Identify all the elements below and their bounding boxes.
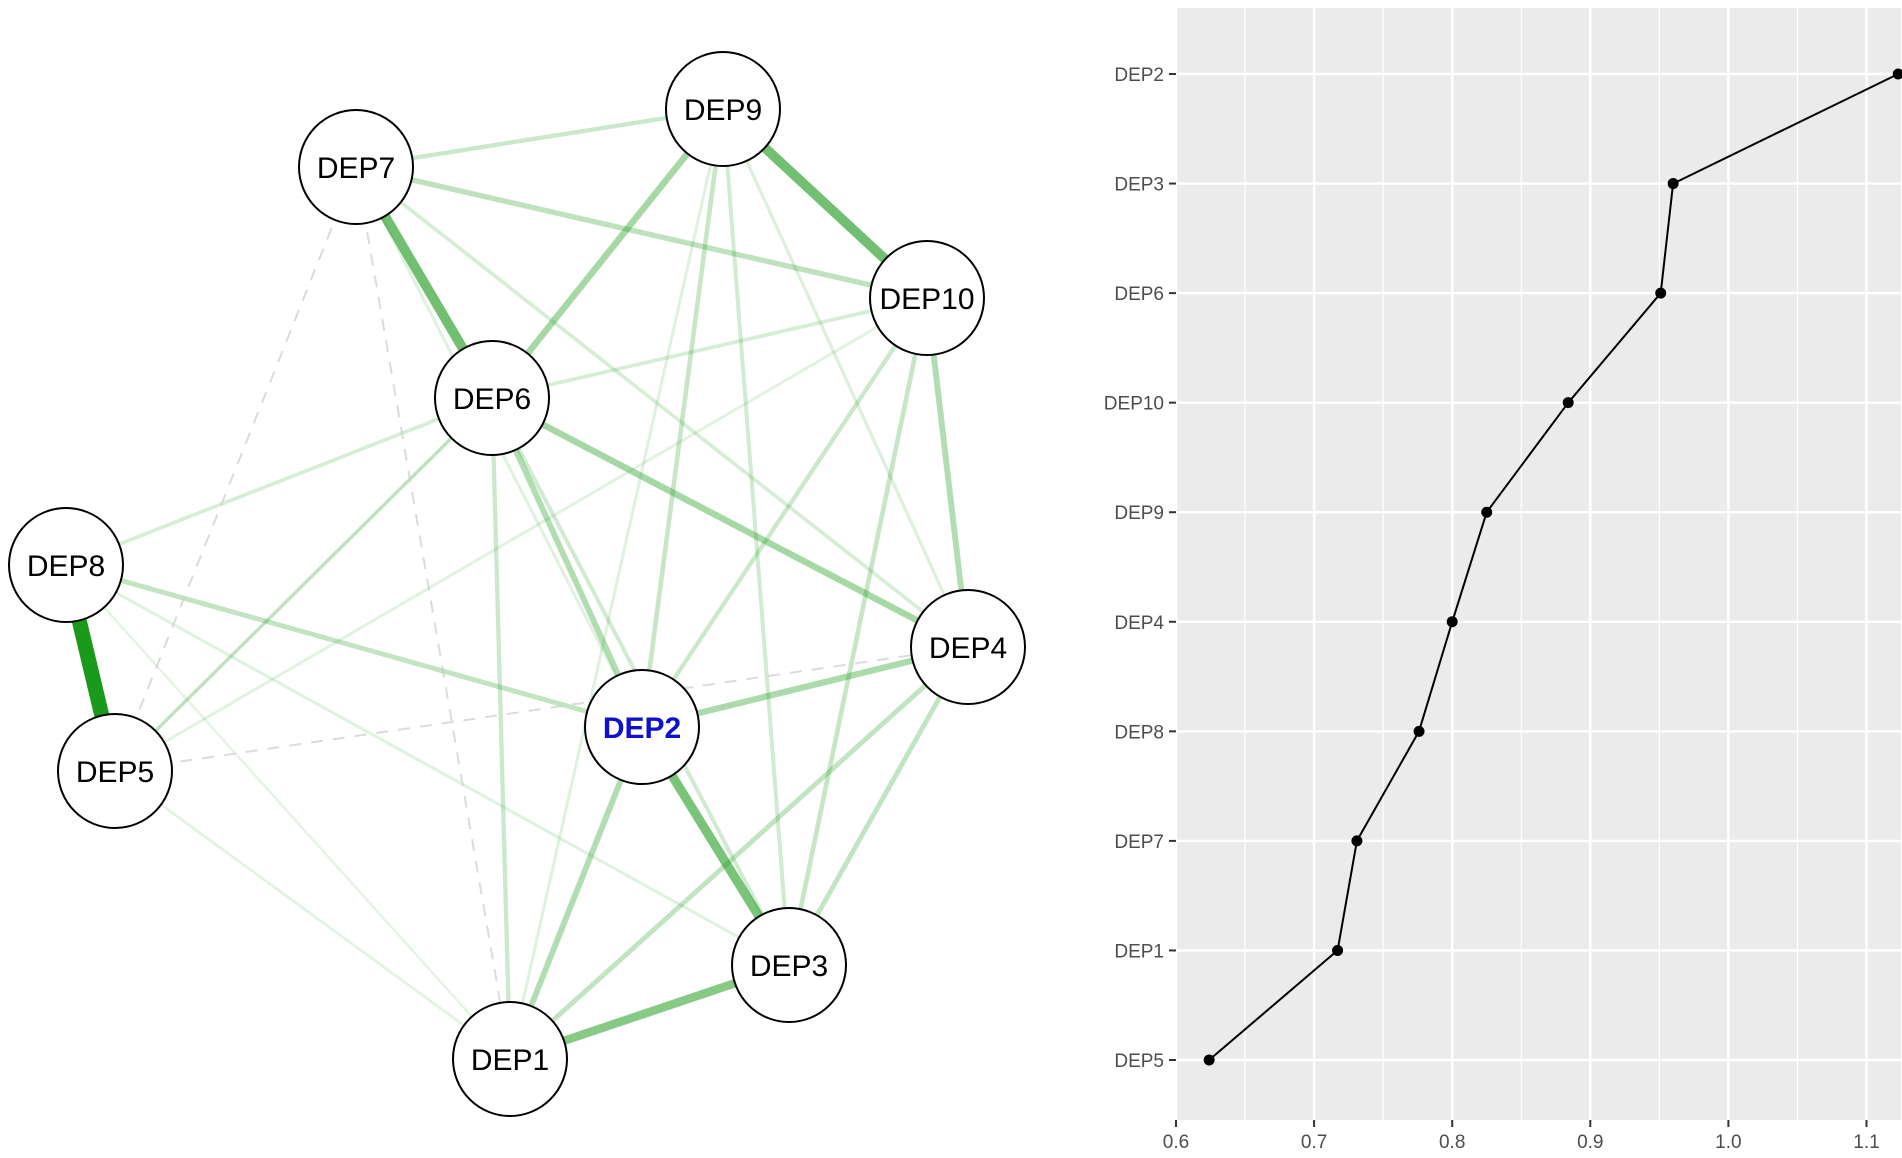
edge-dep6-dep4 (490, 395, 970, 650)
node-label: DEP5 (76, 756, 154, 789)
node-label: DEP8 (27, 550, 105, 583)
centrality-plot: DEP2 DEP3 DEP6 DEP10 DEP9 DEP4 DEP8 DEP7 DEP1 DEP… (1104, 8, 1902, 1153)
x-tick-label: 0.9 (1577, 1132, 1603, 1153)
node-label: DEP7 (317, 152, 395, 185)
node-circle (584, 669, 700, 785)
node-circle (665, 51, 781, 167)
node-label: DEP6 (453, 383, 531, 416)
centrality-line (1208, 73, 1899, 1061)
data-point-dep6 (1655, 287, 1667, 299)
node-circle (298, 109, 414, 225)
edge-dep6-dep1 (489, 397, 513, 1060)
edge-dep8-dep1 (65, 564, 511, 1060)
x-tick-label: 1.0 (1715, 1132, 1741, 1153)
edge-dep7-dep4 (354, 165, 970, 649)
edge-dep8-dep6 (65, 396, 493, 567)
node-circle (8, 507, 124, 623)
node-label: DEP1 (471, 1044, 549, 1077)
network-edges (58, 105, 971, 1064)
y-tick-label: DEP9 (1114, 503, 1164, 524)
edge-dep8-dep3 (65, 563, 790, 967)
data-point-dep7 (1351, 835, 1363, 847)
data-point-dep2 (1892, 68, 1902, 80)
network-nodes: DEP9 DEP7 DEP10 DEP6 DEP8 DEP4 DEP2 DEP5 DEP3 DEP… (8, 51, 1026, 1117)
node-label: DEP3 (750, 950, 828, 983)
node-dep8: DEP8 (8, 507, 124, 623)
node-dep7: DEP7 (298, 109, 414, 225)
y-tick-label: DEP8 (1114, 722, 1164, 743)
x-tick-label: 0.6 (1163, 1132, 1189, 1153)
y-tick-label: DEP4 (1114, 613, 1164, 634)
edge-dep7-dep9 (355, 106, 724, 170)
node-dep4: DEP4 (910, 589, 1026, 705)
x-tick-label: 0.7 (1301, 1132, 1327, 1153)
data-point-dep10 (1562, 397, 1574, 409)
edge-dep5-dep4 (114, 646, 969, 772)
data-point-dep1 (1332, 944, 1344, 956)
edge-dep6-dep2 (489, 396, 645, 729)
node-circle (869, 240, 985, 356)
node-circle (434, 340, 550, 456)
data-point-dep5 (1203, 1054, 1215, 1066)
node-label: DEP10 (879, 283, 974, 316)
centrality-points (1203, 68, 1902, 1066)
y-tick-label: DEP1 (1114, 941, 1164, 962)
edge-dep9-dep6 (489, 106, 726, 401)
major-gridlines (1174, 8, 1901, 1120)
edge-dep5-dep1 (114, 769, 511, 1061)
edge-dep5-dep10 (114, 296, 928, 773)
node-circle (57, 713, 173, 829)
y-tick-label: DEP3 (1114, 175, 1164, 196)
node-circle (452, 1001, 568, 1117)
node-label: DEP4 (929, 632, 1007, 665)
node-label: DEP9 (684, 94, 762, 127)
edge-dep4-dep3 (786, 645, 971, 967)
y-axis: DEP2 DEP3 DEP6 DEP10 DEP9 DEP4 DEP8 DEP7 DEP1 DEP… (1104, 65, 1176, 1072)
plot-panel (1176, 8, 1901, 1120)
data-point-dep8 (1413, 725, 1425, 737)
edge-dep9-dep1 (508, 108, 725, 1060)
data-point-dep3 (1667, 178, 1679, 190)
node-circle (910, 589, 1026, 705)
data-point-dep4 (1446, 616, 1458, 628)
edge-dep6-dep10 (491, 296, 928, 400)
node-dep6: DEP6 (434, 340, 550, 456)
edge-dep7-dep10 (355, 164, 928, 301)
edge-dep10-dep3 (786, 297, 930, 966)
y-tick-label: DEP2 (1114, 65, 1164, 86)
network-plot: DEP9 DEP7 DEP10 DEP6 DEP8 DEP4 DEP2 DEP5 DEP3 DEP… (8, 51, 1026, 1117)
x-axis: 0.6 0.7 0.8 0.9 1.0 1.1 (1163, 1120, 1880, 1153)
edge-dep8-dep2 (65, 562, 643, 730)
edge-dep5-dep6 (113, 396, 494, 773)
x-tick-label: 1.1 (1853, 1132, 1879, 1153)
y-tick-label: DEP6 (1114, 284, 1164, 305)
y-tick-label: DEP5 (1114, 1051, 1164, 1072)
node-dep2: DEP2 (584, 669, 700, 785)
edge-dep7-dep1 (355, 166, 511, 1060)
edge-dep6-dep5 (113, 396, 494, 773)
edge-dep4-dep1 (508, 645, 970, 1061)
edge-dep7-dep5 (114, 166, 357, 772)
y-tick-label: DEP7 (1114, 832, 1164, 853)
node-dep10: DEP10 (869, 240, 985, 356)
node-label: DEP2 (603, 712, 681, 745)
edge-dep10-dep4 (924, 297, 971, 648)
data-point-dep9 (1481, 506, 1493, 518)
edge-dep2-dep1 (507, 725, 645, 1061)
node-dep1: DEP1 (452, 1001, 568, 1117)
edge-dep9-dep3 (721, 108, 791, 966)
node-dep9: DEP9 (665, 51, 781, 167)
y-tick-label: DEP10 (1104, 394, 1164, 415)
edge-dep9-dep2 (639, 108, 726, 728)
minor-gridlines (1244, 8, 1799, 1120)
node-circle (731, 907, 847, 1023)
x-tick-label: 0.8 (1439, 1132, 1465, 1153)
node-dep5: DEP5 (57, 713, 173, 829)
edge-dep9-dep4 (721, 108, 970, 648)
node-dep3: DEP3 (731, 907, 847, 1023)
edge-dep10-dep2 (640, 296, 929, 729)
